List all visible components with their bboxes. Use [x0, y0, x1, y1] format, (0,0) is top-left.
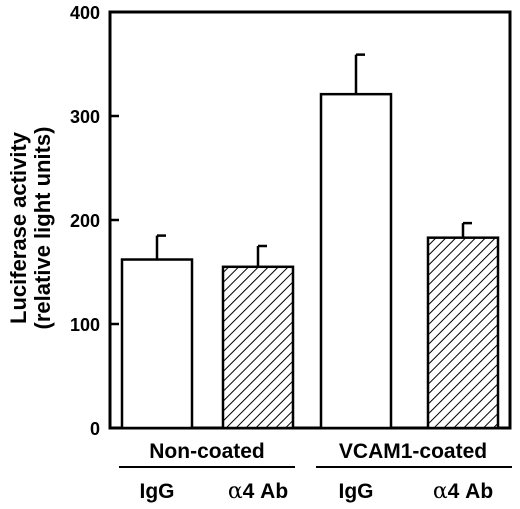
bar-1	[221, 265, 295, 430]
y-tick-label-100: 100	[70, 315, 100, 335]
y-tick-label-200: 200	[70, 211, 100, 231]
group-label-noncoated-wrap: Non-coated	[149, 440, 265, 463]
category-label-noncoated-a4ab: α4 Ab	[228, 479, 288, 504]
group-label-vcam1-coated: VCAM1-coated	[339, 440, 487, 463]
y-tick-label-300: 300	[70, 107, 100, 127]
category-label-vcam1-igg: IgG	[339, 480, 374, 503]
bar-0	[120, 258, 194, 430]
category-label-noncoated-igg: IgG	[140, 480, 175, 503]
bar-2	[319, 92, 393, 430]
category-label-vcam1-a4ab: α4 Ab	[433, 479, 493, 504]
group-label-noncoated: Non-coated	[149, 440, 265, 463]
y-axis-title-line2: (relative light units)	[30, 127, 55, 330]
y-tick-label-400: 400	[70, 3, 100, 23]
group-label-vcam1-wrap: VCAM1-coated	[339, 440, 487, 463]
plot-area: 0 100 200 300 400	[70, 3, 512, 439]
y-axis-title: Luciferase activity (relative light unit…	[6, 127, 55, 330]
y-tick-label-0: 0	[90, 419, 100, 439]
y-axis-title-line1: Luciferase activity	[6, 131, 31, 324]
bar-3	[426, 236, 500, 430]
